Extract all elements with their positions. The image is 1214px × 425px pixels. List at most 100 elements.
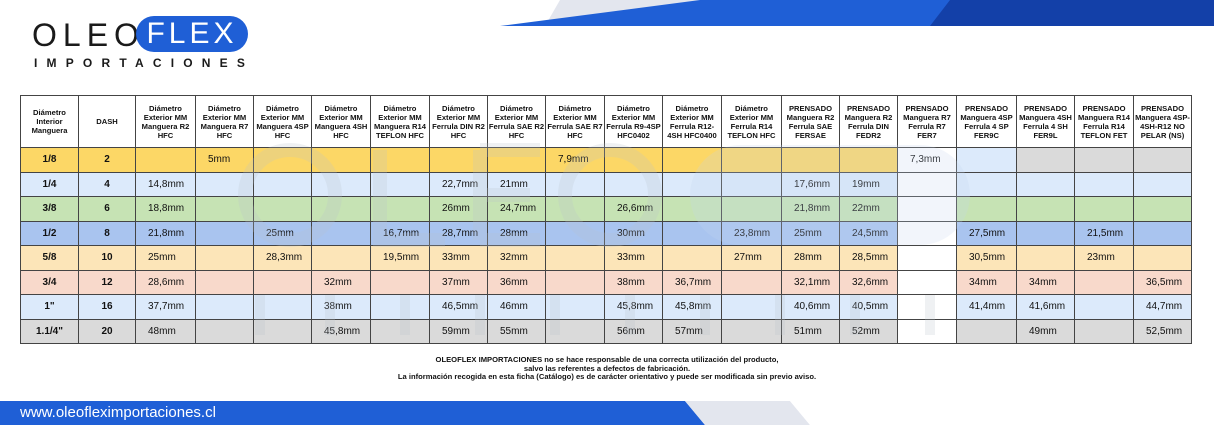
hose-dimensions-table: Diámetro Interior Manguera DASH Diámetro E… — [20, 95, 1192, 344]
value-cell: 57mm — [662, 318, 722, 344]
value-cell: 28,5mm — [839, 245, 898, 271]
value-cell: 34mm — [956, 269, 1017, 295]
value-cell — [195, 318, 254, 344]
value-cell — [956, 171, 1017, 197]
value-cell — [1074, 294, 1134, 320]
dash-cell: 4 — [78, 171, 136, 197]
value-cell — [721, 269, 782, 295]
column-header: Diámetro Exterior MM Ferrula SAE R7 HFC — [545, 95, 605, 148]
value-cell: 44,7mm — [1133, 294, 1192, 320]
value-cell — [545, 220, 605, 246]
size-cell: 3/8 — [20, 196, 79, 222]
column-header: Diámetro Exterior MM Ferrula R14 TEFLON … — [721, 95, 782, 148]
value-cell: 28mm — [781, 245, 840, 271]
column-header: Diámetro Exterior MM Ferrula SAE R2 HFC — [487, 95, 546, 148]
value-cell — [897, 220, 957, 246]
table-row: 3/8 6 18,8mm 26mm 24,7mm 26,6mm 21,8mm 22mm — [20, 196, 1192, 222]
column-header: PRENSADO Manguera R2 Ferrula SAE FERSAE — [781, 95, 840, 148]
value-cell: 22,7mm — [429, 171, 488, 197]
value-cell — [370, 318, 430, 344]
value-cell — [195, 171, 254, 197]
table-row: 1.1/4" 20 48mm 45,8mm 59mm 55mm 56mm 57mm 51mm 52… — [20, 318, 1192, 344]
value-cell — [662, 220, 722, 246]
value-cell: 41,4mm — [956, 294, 1017, 320]
value-cell — [311, 147, 371, 173]
value-cell — [253, 318, 312, 344]
value-cell — [956, 196, 1017, 222]
value-cell — [1016, 196, 1075, 222]
value-cell — [897, 245, 957, 271]
value-cell: 52mm — [839, 318, 898, 344]
value-cell — [1074, 147, 1134, 173]
value-cell: 24,5mm — [839, 220, 898, 246]
value-cell — [1133, 171, 1192, 197]
column-header: DASH — [78, 95, 136, 148]
value-cell: 56mm — [604, 318, 663, 344]
value-cell: 33mm — [429, 245, 488, 271]
value-cell — [370, 171, 430, 197]
value-cell: 32,1mm — [781, 269, 840, 295]
value-cell: 7,3mm — [897, 147, 957, 173]
value-cell — [135, 147, 196, 173]
value-cell — [604, 171, 663, 197]
value-cell — [195, 196, 254, 222]
value-cell — [1133, 196, 1192, 222]
value-cell — [662, 147, 722, 173]
size-cell: 1/8 — [20, 147, 79, 173]
value-cell: 32mm — [311, 269, 371, 295]
column-header: Diámetro Exterior MM Manguera R2 HFC — [135, 95, 196, 148]
value-cell — [721, 196, 782, 222]
size-cell: 1/4 — [20, 171, 79, 197]
value-cell: 27,5mm — [956, 220, 1017, 246]
value-cell — [781, 147, 840, 173]
column-header: PRENSADO Manguera 4SP Ferrula 4 SP FER9C — [956, 95, 1017, 148]
disclaimer-line-3: La información recogida en esta ficha (C… — [397, 372, 817, 381]
value-cell — [195, 269, 254, 295]
value-cell: 25mm — [781, 220, 840, 246]
table-row: 1/4 4 14,8mm 22,7mm 21mm 17,6mm 19mm — [20, 171, 1192, 197]
value-cell — [487, 147, 546, 173]
value-cell — [1074, 318, 1134, 344]
value-cell: 22mm — [839, 196, 898, 222]
value-cell — [721, 318, 782, 344]
value-cell: 28,6mm — [135, 269, 196, 295]
value-cell — [897, 269, 957, 295]
column-header: Diámetro Exterior MM Manguera 4SH HFC — [311, 95, 371, 148]
value-cell: 52,5mm — [1133, 318, 1192, 344]
dash-cell: 12 — [78, 269, 136, 295]
size-cell: 3/4 — [20, 269, 79, 295]
value-cell: 16,7mm — [370, 220, 430, 246]
value-cell — [195, 220, 254, 246]
value-cell — [604, 147, 663, 173]
table-header-row: Diámetro Interior Manguera DASH Diámetro E… — [20, 95, 1192, 148]
value-cell: 5mm — [195, 147, 254, 173]
value-cell: 49mm — [1016, 318, 1075, 344]
column-header: Diámetro Exterior MM Ferrula DIN R2 HFC — [429, 95, 488, 148]
value-cell — [545, 245, 605, 271]
column-header: Diámetro Exterior MM Ferrula R12-4SH HFC… — [662, 95, 722, 148]
value-cell — [370, 294, 430, 320]
column-header: Diámetro Interior Manguera — [20, 95, 79, 148]
value-cell — [429, 147, 488, 173]
value-cell — [1016, 245, 1075, 271]
value-cell — [897, 196, 957, 222]
value-cell — [253, 147, 312, 173]
value-cell: 27mm — [721, 245, 782, 271]
value-cell: 23mm — [1074, 245, 1134, 271]
value-cell: 21,8mm — [135, 220, 196, 246]
table-row: 5/8 10 25mm 28,3mm 19,5mm 33mm 32mm 33mm 27mm 28m… — [20, 245, 1192, 271]
value-cell — [545, 318, 605, 344]
value-cell — [1133, 220, 1192, 246]
column-header: PRENSADO Manguera R7 Ferrula R7 FER7 — [897, 95, 957, 148]
website-link[interactable]: www.oleofleximportaciones.cl — [20, 404, 216, 421]
value-cell — [1016, 171, 1075, 197]
value-cell — [897, 171, 957, 197]
value-cell: 21mm — [487, 171, 546, 197]
dash-cell: 10 — [78, 245, 136, 271]
table-row: 1" 16 37,7mm 38mm 46,5mm 46mm 45,8mm 45,8mm 40,6… — [20, 294, 1192, 320]
column-header: Diámetro Exterior MM Ferrula R9-4SP HFC0… — [604, 95, 663, 148]
value-cell: 37,7mm — [135, 294, 196, 320]
value-cell — [1133, 245, 1192, 271]
value-cell — [956, 318, 1017, 344]
value-cell — [545, 171, 605, 197]
